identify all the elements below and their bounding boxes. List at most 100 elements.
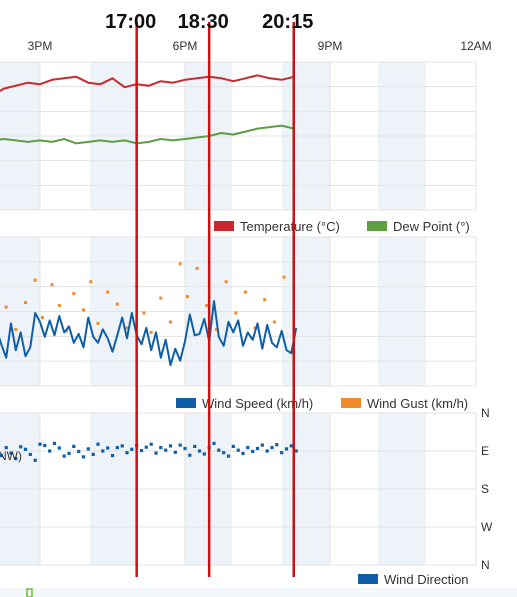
series-point-wind-direction (130, 447, 134, 451)
series-line-temperature (0, 74, 295, 93)
series-point-wind-gust (185, 295, 189, 299)
series-point-wind-direction (28, 452, 32, 456)
x-tick-label: 3PM (28, 39, 53, 53)
wind-legend: Wind Speed (km/h) Wind Gust (km/h) (176, 396, 468, 411)
series-point-wind-gust (253, 326, 257, 330)
y-tick-label: N (481, 558, 490, 572)
series-point-wind-direction (255, 446, 260, 451)
series-point-wind-direction (19, 445, 23, 449)
series-point-wind-gust (224, 280, 228, 284)
series-line-dew-point (0, 124, 295, 145)
series-point-wind-direction (23, 447, 28, 451)
series-point-wind-direction (43, 443, 47, 448)
bottom-strip-marker (26, 588, 33, 597)
series-point-wind-direction (9, 451, 13, 455)
series-point-wind-gust (89, 280, 93, 284)
series-point-wind-gust (40, 316, 44, 319)
series-point-wind-gust (50, 283, 54, 287)
series-point-wind-direction (280, 451, 284, 455)
series-point-wind-gust (115, 302, 119, 306)
legend-swatch (358, 574, 378, 584)
series-point-wind-direction (86, 447, 90, 451)
y-tick-label: E (481, 444, 489, 458)
series-point-wind-direction (91, 452, 95, 456)
series-point-wind-direction (275, 443, 279, 447)
series-point-wind-direction (193, 444, 197, 448)
series-point-wind-direction (115, 446, 119, 450)
series-point-wind-gust (14, 327, 18, 331)
series-point-wind-direction (96, 442, 100, 446)
time-marker-label: 20:15 (262, 11, 313, 33)
series-point-wind-gust (159, 296, 163, 300)
series-point-wind-direction (72, 444, 76, 448)
partial-direction-label: NW) (0, 449, 22, 463)
series-point-wind-gust (243, 290, 247, 294)
legend-swatch (176, 398, 196, 408)
series-point-wind-direction (246, 446, 250, 450)
temperature-legend: Temperature (°C) Dew Point (°) (214, 219, 470, 234)
series-point-wind-direction (260, 443, 264, 447)
time-marker-label: 17:00 (105, 11, 156, 33)
series-point-wind-direction (217, 448, 221, 452)
series-point-wind-gust (263, 298, 267, 302)
series-point-wind-gust (234, 311, 238, 315)
series-point-wind-gust (72, 292, 76, 296)
series-point-wind-direction (77, 449, 81, 453)
series-point-wind-gust (4, 305, 8, 309)
series-point-wind-direction (38, 442, 42, 446)
series-point-wind-gust (282, 275, 286, 279)
series-point-wind-gust (96, 321, 100, 325)
series-point-wind-gust (169, 320, 172, 324)
series-point-wind-gust (149, 330, 153, 334)
bottom-strip (0, 588, 517, 597)
time-markers: 17:00 18:30 20:15 (105, 11, 313, 577)
y-tick-label: W (481, 520, 493, 534)
series-point-wind-gust (214, 327, 218, 331)
legend-label: Dew Point (°) (393, 219, 470, 234)
series-point-wind-direction (81, 455, 86, 459)
x-tick-label: 9PM (318, 39, 343, 53)
series-point-wind-direction (120, 444, 124, 448)
series-point-wind-gust (57, 304, 61, 307)
series-point-wind-direction (57, 446, 61, 450)
series-point-wind-direction (67, 451, 71, 456)
series-point-wind-direction (139, 449, 144, 453)
series-point-wind-direction (62, 454, 66, 458)
x-axis-tick-labels: 3PM 6PM 9PM 12AM (28, 39, 492, 53)
series-point-wind-direction (212, 441, 216, 445)
x-tick-label: 12AM (460, 39, 491, 53)
series-point-wind-direction (197, 449, 202, 453)
legend-label: Wind Gust (km/h) (367, 396, 468, 411)
wind-plot (0, 262, 298, 367)
series-point-wind-direction (48, 449, 52, 453)
temperature-plot (0, 74, 295, 145)
series-point-wind-direction (202, 452, 206, 456)
x-tick-label: 6PM (173, 39, 198, 53)
series-point-wind-direction (125, 451, 129, 455)
series-point-wind-direction (226, 454, 231, 458)
series-point-wind-direction (251, 449, 255, 453)
series-point-wind-direction (188, 453, 192, 457)
series-point-wind-direction (236, 448, 240, 452)
series-point-wind-direction (149, 442, 153, 446)
series-point-wind-direction (294, 449, 298, 453)
series-point-wind-direction (101, 449, 105, 453)
series-point-wind-gust (82, 308, 85, 312)
series-point-wind-direction (270, 446, 274, 450)
series-point-wind-gust (178, 262, 182, 266)
legend-label: Wind Speed (km/h) (202, 396, 313, 411)
legend-swatch (341, 398, 361, 408)
y-tick-label: N (481, 406, 490, 420)
grid-lines (0, 61, 477, 566)
series-point-wind-direction (52, 441, 57, 445)
wind-direction-legend: Wind Direction (358, 572, 469, 587)
series-point-wind-direction (110, 454, 115, 458)
legend-swatch (367, 221, 387, 231)
legend-label: Wind Direction (384, 572, 469, 587)
series-point-wind-direction (106, 446, 110, 450)
series-point-wind-direction (289, 444, 293, 448)
series-point-wind-direction (241, 451, 245, 456)
series-point-wind-direction (178, 443, 182, 447)
series-point-wind-direction (265, 449, 269, 453)
